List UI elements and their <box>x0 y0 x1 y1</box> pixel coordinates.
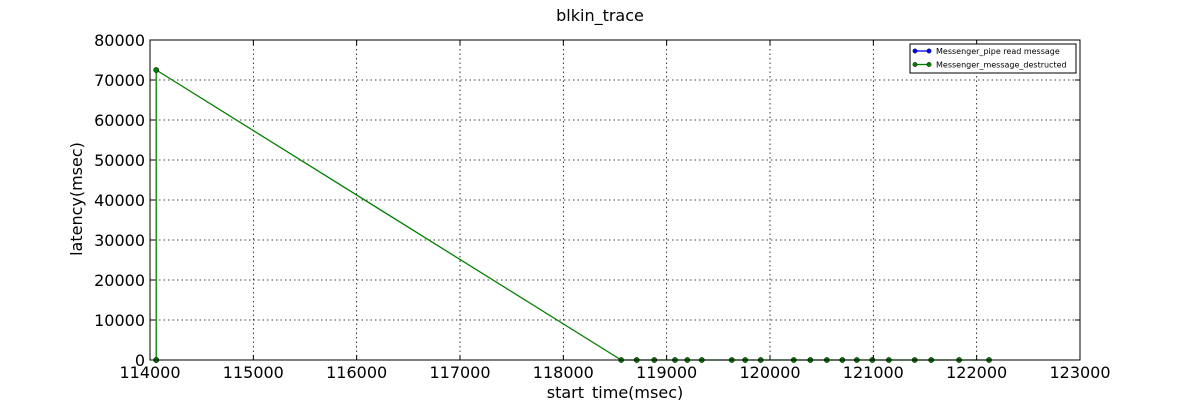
x-tick-label: 119000 <box>636 363 697 382</box>
legend-marker <box>912 48 918 54</box>
legend-box <box>909 43 1077 74</box>
ticks: 114000 115000 116000 117000 118000 119000 1200… <box>94 31 1110 382</box>
legend-marker <box>912 62 918 67</box>
y-tick-label: 50000 <box>94 151 145 170</box>
x-tick-label: 122000 <box>946 363 1007 382</box>
legend-label: Messenger_pipe read message <box>936 47 1060 56</box>
series-layer <box>153 67 992 363</box>
y-tick-label: 40000 <box>94 191 145 210</box>
y-axis-label: latency(msec) <box>67 142 86 256</box>
y-tick-label: 10000 <box>94 311 145 330</box>
series-line-messenger-message-destructed <box>155 68 990 361</box>
legend-label: Messenger_message_destructed <box>936 61 1067 70</box>
data-point <box>153 67 160 73</box>
y-tick-label: 70000 <box>94 71 145 90</box>
y-tick-label: 80000 <box>94 31 145 50</box>
legend: Messenger_pipe read message Messenger_mes… <box>909 43 1077 74</box>
y-tick-label: 30000 <box>94 231 145 250</box>
chart-title: blkin_trace <box>556 6 644 26</box>
x-tick-label: 118000 <box>533 363 594 382</box>
x-tick-label: 114000 <box>119 363 180 382</box>
x-axis-label: start_time(msec) <box>547 383 683 400</box>
x-tick-label: 117000 <box>429 363 490 382</box>
x-tick-label: 120000 <box>739 363 800 382</box>
x-tick-label: 115000 <box>223 363 284 382</box>
y-tick-label: 0 <box>135 351 145 370</box>
grid <box>149 39 1081 361</box>
y-tick-label: 20000 <box>94 271 145 290</box>
series-messenger-message-destructed <box>153 67 992 363</box>
y-tick-label: 60000 <box>94 111 145 130</box>
x-tick-label: 116000 <box>326 363 387 382</box>
x-tick-label: 121000 <box>843 363 904 382</box>
legend-marker <box>926 48 932 54</box>
x-tick-label: 123000 <box>1049 363 1110 382</box>
legend-marker <box>926 62 932 67</box>
